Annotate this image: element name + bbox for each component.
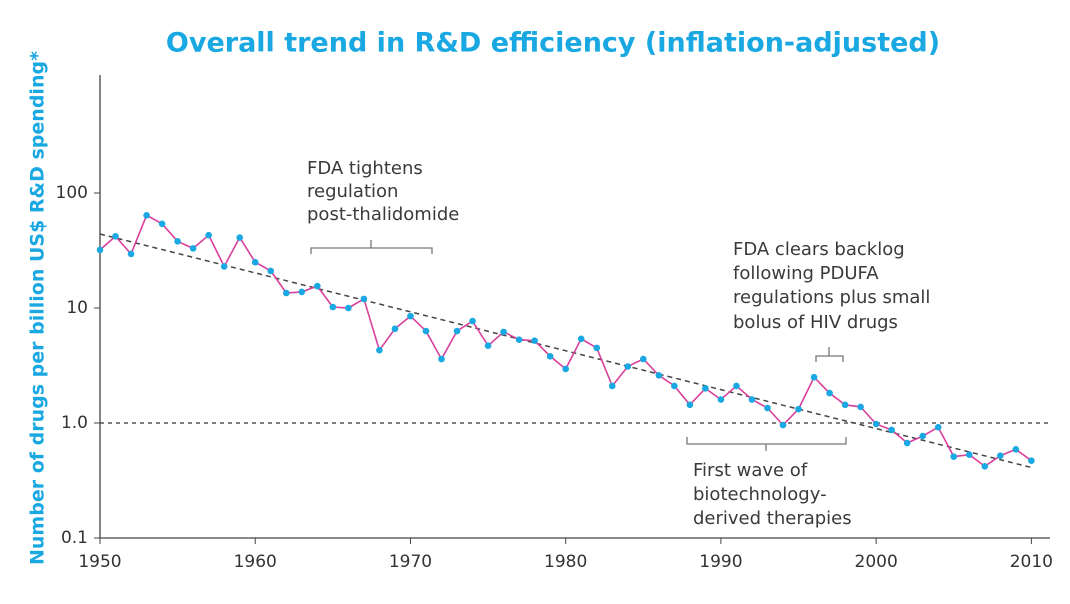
annotation-text: following PDUFA — [733, 263, 879, 284]
data-point — [1028, 457, 1035, 465]
data-point — [484, 342, 492, 350]
data-point — [717, 396, 725, 403]
data-point — [872, 420, 880, 428]
data-point — [282, 289, 290, 297]
annotation-text: First wave of — [693, 460, 808, 481]
y-tick-label: 100 — [56, 183, 88, 203]
data-point — [174, 238, 181, 245]
annotation: FDA clears backlog following PDUFA regul… — [733, 239, 930, 362]
annotation-text: post-thalidomide — [307, 204, 459, 225]
data-point — [997, 452, 1004, 459]
data-point — [298, 288, 306, 296]
annotation-text: derived therapies — [693, 508, 852, 529]
annotation-text: regulation — [307, 181, 398, 202]
data-point — [919, 432, 927, 440]
data-point — [779, 421, 787, 429]
data-point — [903, 439, 911, 447]
data-point — [624, 363, 632, 370]
data-point — [655, 371, 663, 379]
data-point — [733, 382, 740, 390]
annotation-text: bolus of HIV drugs — [733, 312, 898, 333]
data-point — [376, 346, 383, 354]
data-point — [220, 263, 228, 270]
data-point — [934, 423, 942, 431]
data-point — [841, 401, 849, 409]
data-point — [950, 453, 958, 460]
data-point — [205, 231, 212, 239]
data-point — [158, 220, 166, 228]
data-point — [500, 328, 507, 336]
bracket — [686, 437, 847, 451]
data-point — [267, 267, 275, 275]
y-axis-label: Number of drugs per billion US$ R&D spen… — [27, 51, 49, 565]
data-point — [314, 282, 321, 290]
bracket — [815, 347, 844, 362]
x-tick-label: 1950 — [78, 552, 121, 572]
trend-line — [99, 233, 1032, 469]
data-point — [764, 404, 771, 412]
data-point — [608, 382, 616, 390]
data-point — [577, 335, 585, 343]
data-point — [438, 355, 445, 363]
data-point — [407, 312, 414, 320]
x-tick-label: 1960 — [234, 552, 277, 572]
data-point — [391, 325, 399, 333]
x-tick-label: 2010 — [1010, 552, 1053, 572]
data-point — [469, 317, 476, 325]
y-tick-label: 10 — [66, 298, 88, 318]
data-point — [112, 233, 119, 240]
data-point — [96, 246, 104, 254]
data-point — [857, 403, 864, 411]
data-point — [795, 405, 802, 413]
data-point — [748, 396, 756, 403]
data-point — [1012, 446, 1020, 453]
chart-title: Overall trend in R&D efficiency (inflati… — [166, 28, 940, 59]
data-point — [422, 327, 430, 335]
x-tick-label: 1990 — [699, 552, 742, 572]
data-point — [360, 295, 368, 303]
data-point — [810, 373, 818, 381]
data-point — [702, 385, 709, 392]
annotation-text: biotechnology- — [693, 484, 827, 505]
y-tick-label: 1.0 — [61, 413, 88, 433]
annotation-text: regulations plus small — [733, 287, 930, 308]
data-point — [546, 353, 554, 360]
data-point — [593, 344, 601, 352]
data-point — [826, 389, 833, 397]
data-point — [640, 355, 647, 363]
annotation-text: FDA tightens — [307, 158, 423, 179]
x-tick-label: 2000 — [855, 552, 898, 572]
data-point — [143, 211, 150, 219]
data-point — [531, 337, 538, 344]
data-point — [236, 234, 244, 241]
x-tick-label: 1970 — [389, 552, 432, 572]
data-point — [562, 365, 569, 373]
annotation: First wave of biotechnology- derived the… — [686, 437, 852, 529]
bracket — [310, 240, 433, 254]
data-point — [888, 426, 895, 434]
data-point — [453, 327, 461, 335]
data-point — [515, 336, 523, 344]
data-point — [329, 303, 337, 311]
data-point — [981, 463, 989, 470]
x-tick-label: 1980 — [544, 552, 587, 572]
annotation-text: FDA clears backlog — [733, 239, 905, 260]
data-point — [345, 304, 352, 312]
data-point — [671, 382, 678, 390]
annotation: FDA tightens regulation post-thalidomide — [307, 158, 459, 254]
data-point — [686, 401, 694, 409]
data-point — [189, 245, 197, 252]
data-point — [251, 258, 259, 266]
data-point — [965, 451, 973, 459]
y-tick-label: 0.1 — [61, 528, 88, 548]
data-point — [127, 250, 135, 258]
